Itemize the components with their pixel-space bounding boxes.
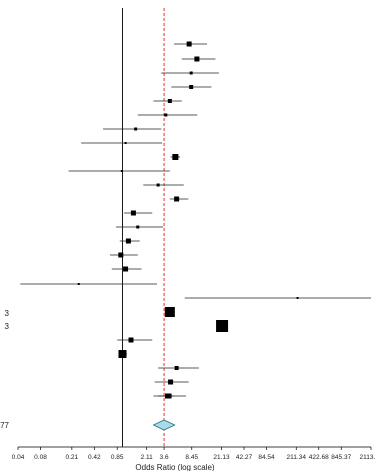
x-tick-label: 422.68: [309, 454, 329, 461]
study-row: [119, 238, 140, 244]
study-marker: [124, 142, 127, 144]
study-marker: [164, 393, 170, 399]
study-row: [154, 379, 189, 385]
x-axis-title: Odds Ratio (log scale): [135, 463, 214, 471]
study-row: [124, 210, 153, 216]
study-marker: [164, 113, 168, 117]
study-row: [137, 113, 198, 117]
study-marker: [216, 320, 229, 332]
study-marker: [189, 71, 193, 75]
study-row: [184, 297, 371, 299]
study-marker: [172, 154, 179, 160]
study-marker: [125, 238, 131, 244]
pooled-diamond: [152, 419, 176, 431]
study-marker: [296, 297, 299, 299]
study-row: [20, 283, 158, 285]
study-row: [171, 85, 212, 89]
study-marker: [164, 307, 175, 317]
study-marker: [156, 183, 160, 187]
x-tick-label: 0.42: [88, 454, 101, 461]
study-marker: [77, 283, 80, 285]
study-row: [118, 350, 128, 358]
study-row: [181, 56, 216, 62]
study-row: [103, 127, 162, 131]
study-marker: [120, 170, 123, 172]
x-tick-label: 0.85: [111, 454, 124, 461]
study-row: [153, 99, 182, 103]
study-row: [81, 142, 163, 144]
study-marker: [118, 350, 127, 358]
study-marker: [174, 366, 179, 370]
study-row: [68, 170, 170, 172]
row-label: 77: [0, 421, 9, 430]
study-marker: [123, 266, 129, 272]
study-marker: [194, 56, 200, 62]
study-row: [158, 366, 199, 370]
study-row: [169, 196, 189, 202]
x-tick-label: 0.21: [65, 454, 78, 461]
study-row: [143, 183, 184, 187]
study-row: [164, 307, 175, 317]
x-tick-label: 3.6: [160, 454, 169, 461]
study-marker: [134, 127, 138, 131]
study-marker: [167, 99, 172, 103]
study-marker: [186, 41, 192, 47]
study-row: [117, 337, 153, 343]
x-tick-label: 2113.42: [359, 454, 375, 461]
study-row: [111, 266, 142, 272]
study-marker: [174, 196, 180, 202]
x-tick-label: 2.11: [141, 454, 154, 461]
study-row: [170, 154, 181, 160]
study-marker: [189, 85, 194, 89]
x-tick-label: 0.04: [12, 454, 25, 461]
x-tick-label: 21.13: [213, 454, 230, 461]
study-row: [161, 71, 219, 75]
study-row: [109, 252, 138, 258]
study-row: [158, 393, 175, 399]
study-row: [174, 41, 207, 47]
study-marker: [130, 210, 136, 216]
study-row: [116, 225, 164, 229]
study-marker: [136, 225, 140, 229]
study-marker: [168, 379, 174, 385]
x-tick-label: 42.27: [236, 454, 253, 461]
x-tick-label: 211.34: [287, 454, 307, 461]
study-row: [216, 320, 229, 332]
study-marker: [128, 337, 134, 343]
x-tick-label: 845.37: [331, 454, 351, 461]
row-label: 3: [5, 309, 10, 318]
x-tick-label: 0.08: [34, 454, 47, 461]
x-tick-label: 8.45: [185, 454, 198, 461]
row-label: 3: [5, 322, 10, 331]
study-marker: [118, 252, 124, 258]
x-tick-label: 84.54: [258, 454, 275, 461]
